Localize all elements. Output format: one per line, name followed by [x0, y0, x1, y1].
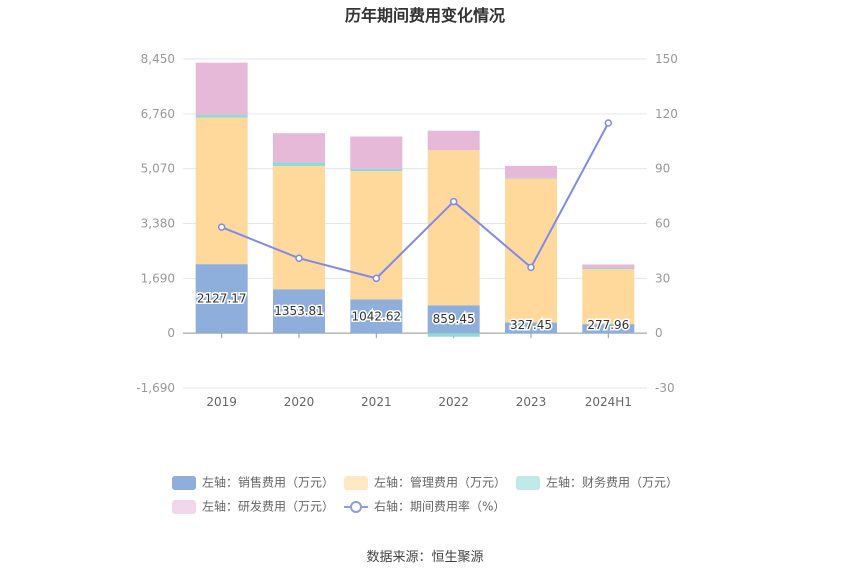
data-label: 1353.81	[274, 304, 324, 318]
legend-item-finance[interactable]: 左轴：财务费用（万元）	[516, 474, 678, 490]
legend-swatch-admin	[344, 475, 368, 490]
data-label: 1042.62	[352, 309, 402, 323]
data-label: 2127.17	[197, 292, 247, 306]
legend-item-expense-rate[interactable]: 右轴：期间费用率（%）	[344, 498, 505, 514]
legend-swatch-expense-rate	[344, 500, 368, 514]
bar-segment	[273, 162, 325, 166]
expense-rate-point	[604, 119, 613, 127]
bar-segment	[582, 268, 635, 269]
bar-segment	[427, 305, 480, 334]
bar-segment	[273, 165, 325, 290]
right-axis-tick-label: 30	[655, 271, 670, 285]
x-axis-tick-label: 2021	[361, 395, 392, 409]
bar-segment	[195, 264, 248, 334]
bar-segment	[427, 130, 480, 151]
expense-rate-point	[295, 254, 303, 262]
legend-item-sales[interactable]: 左轴：销售费用（万元）	[172, 474, 334, 490]
source-note: 数据来源：恒生聚源	[366, 550, 484, 565]
chart-title: 历年期间费用变化情况	[344, 6, 505, 25]
legend-label-admin: 左轴：管理费用（万元）	[374, 475, 507, 490]
bar-segment	[195, 62, 248, 115]
bar-segment	[582, 268, 635, 325]
legend-swatch-finance	[516, 475, 540, 490]
right-axis-tick-label: 60	[655, 217, 670, 231]
right-axis-tick-label: -30	[655, 381, 675, 395]
legend-item-admin[interactable]: 左轴：管理费用（万元）	[344, 474, 506, 490]
bar-segment	[350, 299, 403, 334]
bar-segment	[195, 114, 248, 118]
legend-swatch-sales	[172, 475, 196, 490]
bar-segment	[350, 168, 403, 172]
left-axis-tick-label: 5,070	[141, 162, 175, 176]
right-axis-tick-label: 0	[655, 326, 663, 340]
expense-rate-point	[527, 263, 535, 272]
right-axis-tick-label: 120	[655, 107, 678, 121]
expense-rate-point	[372, 274, 381, 283]
left-axis-tick-label: 1,690	[141, 271, 175, 285]
bar-segment	[505, 178, 557, 323]
data-label: 859.45	[433, 312, 475, 326]
x-axis-tick-label: 2022	[438, 395, 469, 409]
expense-rate-point	[449, 197, 458, 206]
left-axis-tick-label: 6,760	[141, 107, 175, 121]
x-axis-tick-label: 2019	[206, 395, 237, 409]
left-axis-tick-label: -1,690	[136, 381, 175, 395]
bar-segment	[273, 133, 325, 163]
legend-label-finance: 左轴：财务费用（万元）	[546, 475, 679, 490]
x-axis-tick-label: 2020	[284, 395, 315, 409]
expense-rate-point	[217, 223, 226, 231]
left-axis-tick-label: 8,450	[141, 52, 175, 66]
bar-segment	[195, 117, 248, 265]
data-label: 277.96	[587, 318, 629, 332]
bar-segment	[350, 136, 403, 169]
legend-label-rnd: 左轴：研发费用（万元）	[202, 499, 335, 514]
legend-item-rnd[interactable]: 左轴：研发费用（万元）	[172, 498, 334, 514]
x-axis-tick-label: 2024H1	[585, 395, 632, 409]
x-axis-tick-label: 2023	[516, 395, 547, 409]
bar-segment	[505, 177, 557, 179]
data-label: 327.45	[510, 318, 552, 332]
left-axis-tick-label: 0	[167, 326, 175, 340]
legend-swatch-rnd	[172, 499, 196, 514]
bar-segment	[427, 333, 480, 337]
bar-segment	[273, 289, 325, 334]
bar-segment	[582, 324, 635, 334]
legend-label-expense-rate: 右轴：期间费用率（%）	[374, 499, 506, 514]
bar-segment	[505, 322, 557, 334]
right-axis-tick-label: 150	[655, 52, 678, 66]
bar-segment	[505, 165, 557, 178]
expense-rate-line	[221, 122, 610, 280]
legend-label-sales: 左轴：销售费用（万元）	[202, 475, 335, 490]
right-axis-tick-label: 90	[655, 162, 670, 176]
bar-segment	[582, 264, 635, 269]
left-axis-tick-label: 3,380	[141, 217, 175, 231]
bar-segment	[427, 150, 480, 306]
